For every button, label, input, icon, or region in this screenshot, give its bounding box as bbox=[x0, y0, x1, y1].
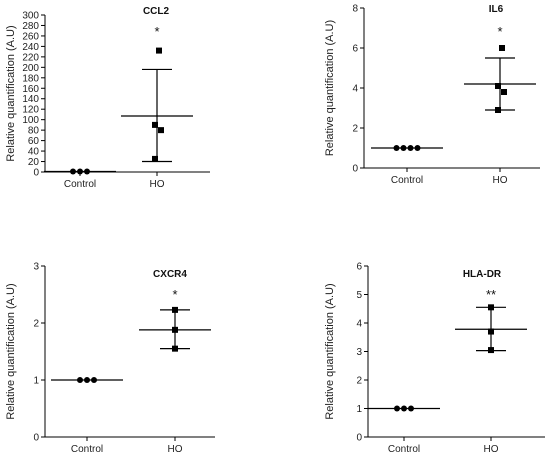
y-tick-label: 20 bbox=[28, 157, 40, 168]
data-point bbox=[488, 328, 494, 335]
data-point bbox=[408, 405, 414, 412]
y-tick-label: 80 bbox=[28, 126, 40, 137]
chart-title: CXCR4 bbox=[153, 269, 187, 280]
x-tick-label: HO bbox=[493, 175, 508, 186]
data-point bbox=[393, 145, 400, 151]
data-point bbox=[172, 306, 178, 313]
significance-marker: ** bbox=[486, 287, 496, 302]
data-point bbox=[488, 304, 494, 311]
data-point bbox=[152, 121, 158, 128]
x-tick-label: Control bbox=[391, 175, 423, 186]
y-tick-label: 240 bbox=[22, 42, 39, 53]
data-point bbox=[84, 168, 90, 175]
data-point bbox=[499, 45, 505, 51]
data-point bbox=[156, 47, 162, 54]
chart-panel-3: 0 1 2 3 Control HO CXCR4 Relative quantificatio… bbox=[5, 262, 215, 455]
y-tick-label: 120 bbox=[22, 105, 39, 116]
chart-title: HLA-DR bbox=[463, 269, 502, 280]
data-point bbox=[77, 168, 83, 175]
y-tick-label: 0 bbox=[352, 164, 358, 175]
y-tick-label: 200 bbox=[22, 63, 39, 74]
data-point bbox=[77, 377, 83, 383]
y-tick-label: 100 bbox=[22, 115, 39, 126]
x-tick-label: HO bbox=[484, 444, 499, 455]
data-point bbox=[172, 326, 178, 333]
y-tick-label: 1 bbox=[33, 376, 39, 387]
data-point bbox=[488, 347, 494, 354]
data-point bbox=[394, 405, 400, 412]
data-point bbox=[152, 155, 158, 162]
y-tick-label: 260 bbox=[22, 31, 39, 42]
y-tick-label: 140 bbox=[22, 94, 39, 105]
y-tick-label: 160 bbox=[22, 84, 39, 95]
data-point bbox=[495, 83, 501, 89]
y-tick-label: 2 bbox=[356, 376, 362, 387]
y-tick-label: 6 bbox=[352, 44, 358, 55]
chart-title: CCL2 bbox=[143, 6, 170, 17]
chart-panel-2: 0 2 4 6 8 Control HO IL6 Relative quantification… bbox=[324, 4, 540, 186]
y-tick-label: 3 bbox=[33, 262, 39, 273]
y-tick-label: 4 bbox=[356, 319, 362, 330]
data-point bbox=[501, 89, 507, 95]
data-point bbox=[158, 127, 164, 134]
y-tick-label: 300 bbox=[22, 11, 39, 22]
y-tick-label: 0 bbox=[356, 433, 362, 444]
chart-panel-1: 0204060801001201401601802002202402602803… bbox=[5, 6, 210, 190]
y-axis-label: Relative quantification (A.U) bbox=[324, 283, 336, 419]
y-tick-label: 1 bbox=[356, 404, 362, 415]
y-tick-label: 40 bbox=[28, 147, 40, 158]
data-point bbox=[414, 145, 421, 151]
y-tick-label: 8 bbox=[352, 4, 358, 15]
y-axis-label: Relative quantification (A.U) bbox=[5, 25, 17, 161]
y-tick-label: 5 bbox=[356, 290, 362, 301]
x-tick-label: Control bbox=[64, 179, 96, 190]
y-tick-label: 4 bbox=[352, 84, 358, 95]
chart-panel-4: 0 1 2 3 4 5 6 Control HO HLA-DR Relative quantific… bbox=[324, 262, 545, 455]
y-axis-label: Relative quantification (A.U) bbox=[5, 283, 17, 419]
y-tick-label: 60 bbox=[28, 136, 40, 147]
data-point bbox=[70, 168, 76, 175]
data-point bbox=[407, 145, 414, 151]
y-tick-label: 2 bbox=[33, 319, 39, 330]
y-tick-label: 180 bbox=[22, 73, 39, 84]
data-point bbox=[400, 145, 407, 151]
y-tick-label: 280 bbox=[22, 21, 39, 32]
significance-marker: * bbox=[497, 24, 502, 39]
data-point bbox=[84, 377, 90, 383]
chart-title: IL6 bbox=[489, 4, 504, 15]
y-tick-label: 2 bbox=[352, 124, 358, 135]
data-point bbox=[172, 345, 178, 352]
y-tick-label: 3 bbox=[356, 347, 362, 358]
y-tick-label: 6 bbox=[356, 262, 362, 273]
y-tick-label: 0 bbox=[33, 433, 39, 444]
x-tick-label: Control bbox=[388, 444, 420, 455]
data-point bbox=[91, 377, 97, 383]
y-tick-label: 220 bbox=[22, 52, 39, 63]
y-tick-label: 0 bbox=[33, 168, 39, 179]
y-axis-label: Relative quantification (A.U) bbox=[324, 20, 336, 156]
x-tick-label: HO bbox=[150, 179, 165, 190]
data-point bbox=[401, 405, 407, 412]
x-tick-label: Control bbox=[71, 444, 103, 455]
significance-marker: * bbox=[154, 24, 159, 39]
x-tick-label: HO bbox=[168, 444, 183, 455]
data-point bbox=[495, 107, 501, 113]
significance-marker: * bbox=[172, 287, 177, 302]
